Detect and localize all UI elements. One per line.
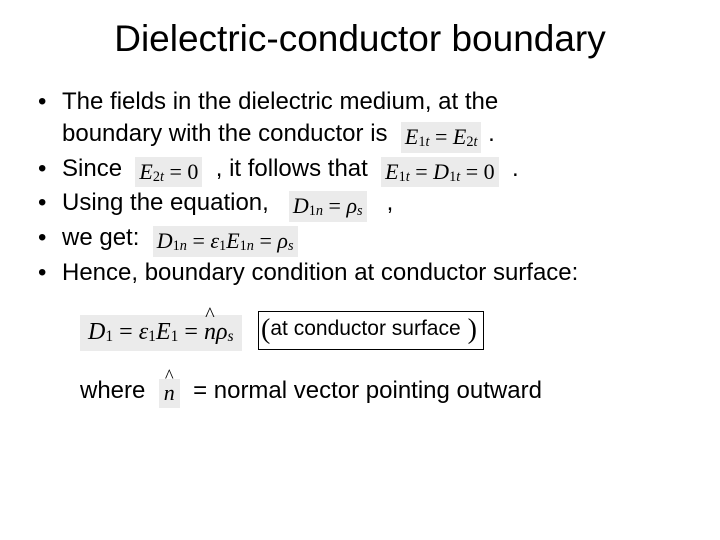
bullet-2-text-c: . [512,155,519,182]
slide: Dielectric-conductor boundary The fields… [0,0,720,540]
bullet-1-text-b: boundary with the conductor is [62,120,388,147]
boxed-note: (at conductor surface ) [258,311,484,350]
boxed-note-text: at conductor surface [270,317,460,340]
slide-title: Dielectric-conductor boundary [28,18,692,60]
bullet-5-text-a: Hence, boundary condition at conductor s… [62,259,578,286]
bullet-2-text-b: , it follows that [216,155,368,182]
bullet-1: The fields in the dielectric medium, at … [34,86,692,153]
bullet-3-text-a: Using the equation, [62,189,269,216]
bullet-5: Hence, boundary condition at conductor s… [34,257,692,289]
where-text-b: = normal vector pointing outward [193,377,542,404]
bullet-2-text-a: Since [62,155,122,182]
bullet-3-text-b: , [387,189,394,216]
math-e1t-d1t-zero: E1t = D1t = 0 [381,157,498,188]
bullet-2: Since E2t = 0 , it follows that E1t = D1… [34,153,692,188]
math-nhat: n [159,379,180,408]
where-line: where n = normal vector pointing outward [80,377,692,408]
bullet-1-text-c: . [488,120,495,147]
math-d1n-eps: D1n = ε1E1n = ρs [153,226,298,257]
bullet-list: The fields in the dielectric medium, at … [34,86,692,289]
main-equation-row: D1 = ε1E1 = nρs (at conductor surface ) [80,311,692,351]
math-e1t-e2t: E1t = E2t [401,122,482,153]
math-e2t-zero: E2t = 0 [135,157,202,188]
math-main-equation: D1 = ε1E1 = nρs [80,315,242,351]
math-d1n-rhos: D1n = ρs [289,191,367,222]
bullet-4: we get: D1n = ε1E1n = ρs [34,222,692,257]
bullet-3: Using the equation, D1n = ρs , [34,187,692,222]
where-text-a: where [80,377,145,404]
bullet-4-text-a: we get: [62,224,139,251]
bullet-1-text-a: The fields in the dielectric medium, at … [62,88,498,115]
